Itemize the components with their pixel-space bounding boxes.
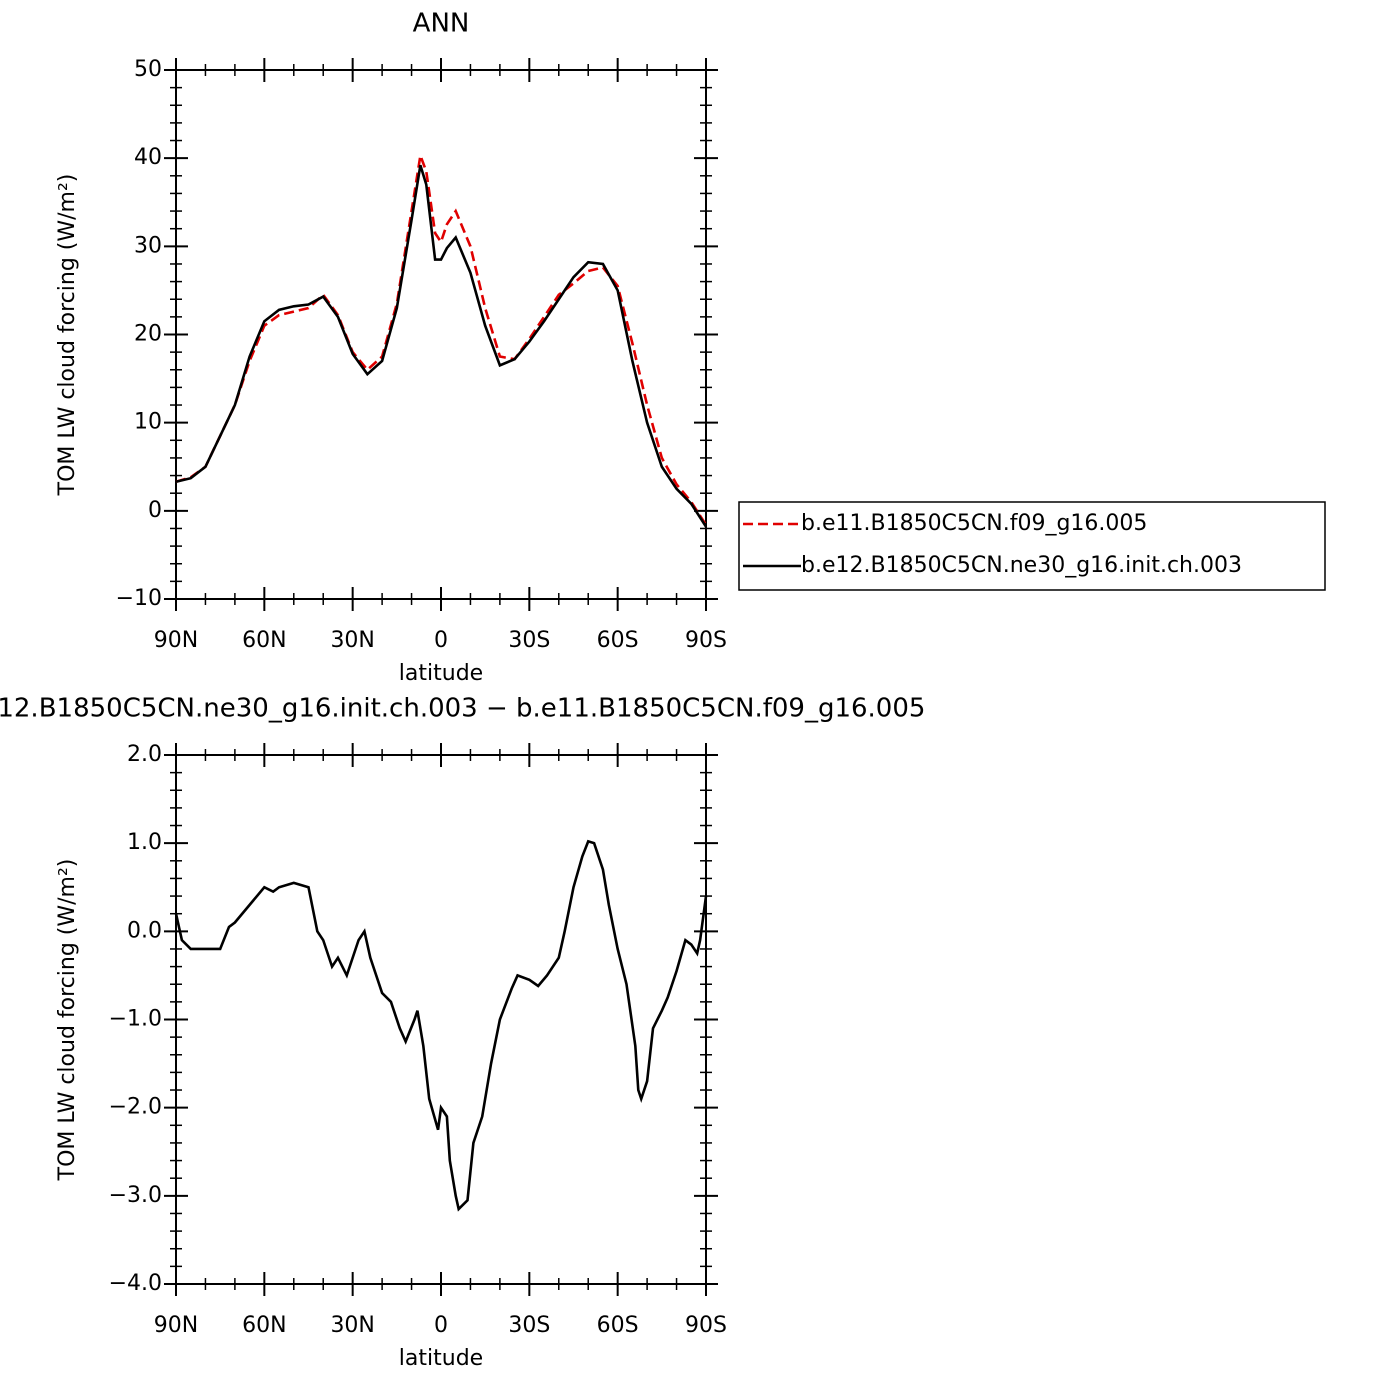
y-tick-label: 0.0: [127, 918, 162, 943]
legend-label: b.e12.B1850C5CN.ne30_g16.init.ch.003: [801, 553, 1242, 578]
y-tick-label: 2.0: [127, 742, 162, 767]
chart-title: b.e12.B1850C5CN.ne30_g16.init.ch.003 − b…: [0, 694, 925, 724]
x-tick-label: 30S: [508, 1313, 550, 1338]
x-tick-label: 60S: [597, 1313, 639, 1338]
y-tick-label: −2.0: [109, 1095, 162, 1120]
legend-label: b.e11.B1850C5CN.f09_g16.005: [801, 511, 1147, 536]
x-axis-label: latitude: [399, 661, 483, 686]
y-tick-label: 30: [134, 233, 162, 258]
x-tick-label: 60S: [597, 628, 639, 653]
x-tick-label: 30S: [508, 628, 550, 653]
x-tick-label: 60N: [242, 1313, 286, 1338]
y-tick-label: −3.0: [109, 1183, 162, 1208]
y-tick-label: 20: [134, 322, 162, 347]
data-line: [175, 164, 708, 528]
y-tick-label: 10: [134, 410, 162, 435]
y-tick-label: −1.0: [109, 1007, 162, 1032]
x-tick-label: 30N: [330, 628, 374, 653]
y-tick-label: 40: [134, 145, 162, 170]
x-tick-label: 90S: [685, 628, 727, 653]
x-tick-label: 0: [434, 628, 448, 653]
x-tick-label: 90S: [685, 1313, 727, 1338]
x-tick-label: 90N: [154, 1313, 198, 1338]
y-tick-label: −4.0: [109, 1271, 162, 1296]
data-line: [175, 150, 708, 526]
legend-box: [738, 501, 1326, 591]
x-tick-label: 60N: [242, 628, 286, 653]
x-tick-label: 90N: [154, 628, 198, 653]
plot-frame: [175, 754, 707, 1285]
y-tick-label: −10: [116, 586, 162, 611]
plot-frame: [175, 69, 707, 600]
x-tick-label: 30N: [330, 1313, 374, 1338]
y-axis-label: TOM LW cloud forcing (W/m²): [55, 859, 80, 1182]
y-tick-label: 50: [134, 57, 162, 82]
x-axis-label: latitude: [399, 1346, 483, 1371]
x-tick-label: 0: [434, 1313, 448, 1338]
chart-title: ANN: [413, 9, 470, 39]
data-line: [174, 839, 708, 1212]
y-tick-label: 0: [148, 498, 162, 523]
y-axis-label: TOM LW cloud forcing (W/m²): [55, 174, 80, 497]
y-tick-label: 1.0: [127, 830, 162, 855]
